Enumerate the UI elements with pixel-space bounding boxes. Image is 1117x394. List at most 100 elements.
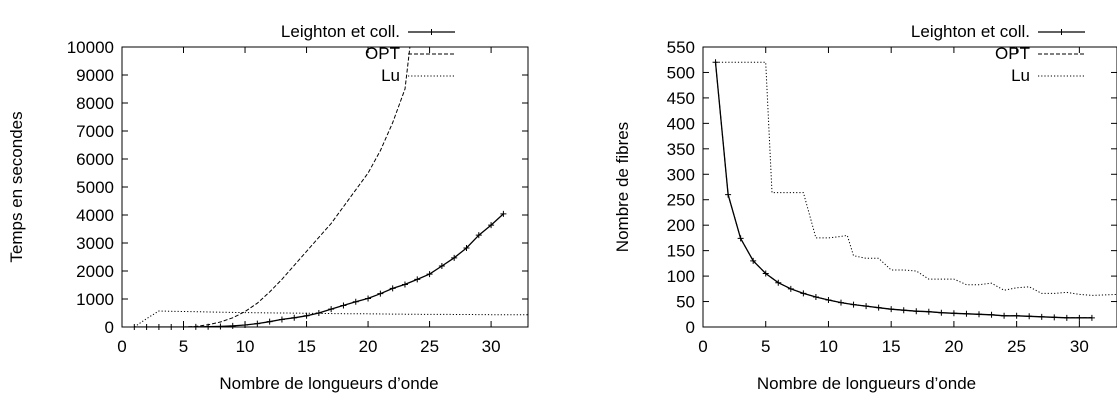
data-point-leighton-et-coll <box>488 222 495 229</box>
data-point-leighton-et-coll <box>315 310 322 316</box>
data-point-leighton-et-coll <box>291 314 298 321</box>
data-point-leighton-et-coll <box>451 254 458 261</box>
data-point-leighton-et-coll <box>266 318 273 325</box>
data-point-leighton-et-coll <box>463 245 470 252</box>
series-line-lu <box>134 310 529 327</box>
y-tick-label: 50 <box>676 293 695 312</box>
x-tick-label: 25 <box>1007 337 1026 356</box>
y-tick-label: 100 <box>667 267 695 286</box>
series-line-opt <box>715 62 1092 319</box>
y-tick-label: 5000 <box>76 178 114 197</box>
legend: Leighton et coll. OPT Lu <box>281 22 455 85</box>
data-point-leighton-et-coll <box>800 290 807 297</box>
y-tick-label: 300 <box>667 165 695 184</box>
data-point-leighton-et-coll <box>725 191 732 198</box>
data-point-leighton-et-coll <box>787 285 794 292</box>
legend-marker <box>1058 29 1065 35</box>
data-point-leighton-et-coll <box>475 232 482 239</box>
y-tick-label: 250 <box>667 191 695 210</box>
legend-label: Leighton et coll. <box>911 22 1030 41</box>
data-point-leighton-et-coll <box>401 281 408 288</box>
y-tick-label: 400 <box>667 114 695 133</box>
y-axis-label: Temps en secondes <box>7 111 26 262</box>
data-point-leighton-et-coll <box>426 271 433 278</box>
data-point-leighton-et-coll <box>925 308 932 315</box>
x-tick-label: 20 <box>944 337 963 356</box>
x-tick-label: 30 <box>1070 337 1089 356</box>
x-tick-label: 5 <box>179 337 188 356</box>
data-point-leighton-et-coll <box>850 301 857 308</box>
data-point-leighton-et-coll <box>365 295 372 302</box>
x-tick-label: 5 <box>761 337 770 356</box>
y-tick-label: 500 <box>667 63 695 82</box>
data-point-leighton-et-coll <box>217 323 224 330</box>
data-point-leighton-et-coll <box>750 257 757 264</box>
data-point-leighton-et-coll <box>812 293 819 300</box>
data-point-leighton-et-coll <box>438 262 445 269</box>
y-tick-label: 9000 <box>76 66 114 85</box>
data-point-leighton-et-coll <box>229 322 236 329</box>
legend-label: OPT <box>995 44 1030 63</box>
data-point-leighton-et-coll <box>377 290 384 297</box>
y-tick-label: 6000 <box>76 150 114 169</box>
x-tick-label: 10 <box>819 337 838 356</box>
x-tick-label: 15 <box>297 337 316 356</box>
y-tick-label: 150 <box>667 242 695 261</box>
y-tick-label: 4000 <box>76 206 114 225</box>
data-point-leighton-et-coll <box>825 297 832 304</box>
data-point-leighton-et-coll <box>1051 314 1058 321</box>
legend: Leighton et coll. OPT Lu <box>911 22 1085 85</box>
data-point-leighton-et-coll <box>242 322 249 329</box>
x-tick-label: 25 <box>420 337 439 356</box>
series-line-opt <box>134 47 411 327</box>
data-point-leighton-et-coll <box>900 307 907 314</box>
legend-label: Leighton et coll. <box>281 22 400 41</box>
plot-frame <box>121 46 529 328</box>
data-point-leighton-et-coll <box>1063 314 1070 321</box>
y-tick-label: 350 <box>667 140 695 159</box>
data-point-leighton-et-coll <box>254 320 261 327</box>
data-point-leighton-et-coll <box>950 310 957 317</box>
y-tick-label: 10000 <box>67 38 114 57</box>
data-point-leighton-et-coll <box>875 304 882 311</box>
data-point-leighton-et-coll <box>500 210 507 217</box>
data-point-leighton-et-coll <box>762 270 769 277</box>
data-point-leighton-et-coll <box>938 309 945 316</box>
data-point-leighton-et-coll <box>1088 314 1095 321</box>
x-tick-label: 20 <box>359 337 378 356</box>
data-point-leighton-et-coll <box>712 59 719 66</box>
x-tick-label: 30 <box>482 337 501 356</box>
data-point-leighton-et-coll <box>737 235 744 242</box>
series-line-lu <box>715 61 1117 296</box>
y-tick-label: 450 <box>667 89 695 108</box>
x-axis-label: Nombre de longueurs d’onde <box>219 374 438 393</box>
data-point-leighton-et-coll <box>863 303 870 310</box>
y-tick-label: 3000 <box>76 234 114 253</box>
data-point-leighton-et-coll <box>389 285 396 292</box>
data-point-leighton-et-coll <box>1001 312 1008 319</box>
y-tick-label: 8000 <box>76 94 114 113</box>
y-tick-label: 0 <box>105 318 114 337</box>
x-tick-label: 15 <box>882 337 901 356</box>
x-axis-label: Nombre de longueurs d’onde <box>757 374 976 393</box>
legend-marker <box>428 29 435 35</box>
data-point-leighton-et-coll <box>988 311 995 318</box>
x-tick-label: 0 <box>117 337 126 356</box>
data-point-leighton-et-coll <box>168 324 175 330</box>
data-point-leighton-et-coll <box>888 306 895 313</box>
chart-1: 0100020003000400050006000700080009000100… <box>7 22 529 393</box>
x-tick-label: 10 <box>236 337 255 356</box>
data-point-leighton-et-coll <box>963 310 970 317</box>
data-point-leighton-et-coll <box>414 276 421 283</box>
plot-frame <box>702 46 1117 328</box>
y-tick-label: 7000 <box>76 122 114 141</box>
data-point-leighton-et-coll <box>278 316 285 323</box>
y-tick-label: 200 <box>667 216 695 235</box>
y-tick-label: 2000 <box>76 262 114 281</box>
data-point-leighton-et-coll <box>205 323 212 330</box>
legend-label: OPT <box>365 44 400 63</box>
data-point-leighton-et-coll <box>303 312 310 319</box>
series-line-leighton-et-coll <box>714 62 1092 319</box>
